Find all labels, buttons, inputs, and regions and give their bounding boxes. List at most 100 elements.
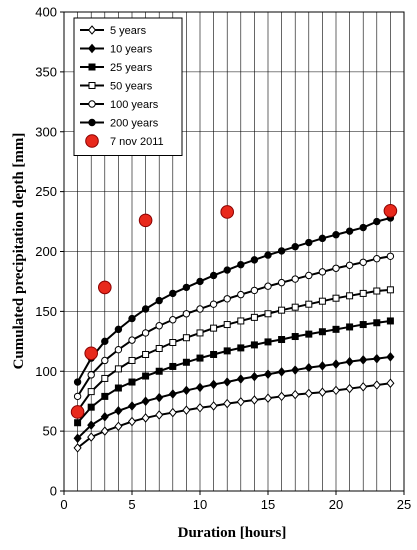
data-point	[100, 426, 109, 436]
data-point	[237, 344, 245, 352]
data-point	[291, 389, 300, 400]
data-point	[114, 405, 123, 416]
data-point	[87, 403, 95, 411]
data-point	[155, 344, 163, 352]
data-point	[141, 305, 150, 313]
data-point	[291, 275, 299, 283]
data-point	[359, 289, 367, 297]
data-point	[236, 374, 245, 384]
legend-item: 100 years	[80, 99, 159, 111]
data-point	[114, 365, 122, 373]
data-point	[114, 384, 122, 392]
data-point	[155, 367, 163, 375]
y-axis-title: Cumulated precipitation depth [mm]	[11, 133, 27, 370]
data-point	[223, 266, 231, 274]
data-point	[74, 419, 82, 427]
data-point	[373, 254, 381, 263]
data-point	[73, 433, 82, 444]
data-point	[196, 277, 204, 286]
y-tick-label: 0	[50, 484, 57, 499]
data-point	[128, 314, 136, 323]
series-layer	[70, 203, 398, 453]
data-point	[332, 264, 340, 272]
legend-item: 5 years	[80, 25, 147, 37]
data-point	[223, 398, 232, 409]
data-point	[128, 356, 136, 364]
data-point	[100, 411, 109, 422]
data-point	[332, 231, 340, 239]
legend-marker	[85, 134, 99, 148]
data-point	[318, 234, 327, 243]
legend-label: 7 nov 2011	[110, 136, 164, 148]
data-point	[87, 371, 95, 379]
data-point	[304, 388, 313, 399]
data-point	[359, 258, 367, 266]
data-point	[263, 369, 273, 380]
data-point	[209, 379, 218, 390]
data-point	[182, 334, 190, 342]
data-point	[291, 303, 299, 311]
legend-label: 50 years	[110, 81, 153, 93]
data-point	[73, 392, 82, 401]
data-point	[318, 297, 326, 305]
data-point	[305, 271, 313, 280]
data-point	[383, 203, 398, 218]
x-tick-label: 0	[60, 497, 67, 512]
data-point	[87, 420, 96, 430]
data-point	[318, 328, 326, 336]
data-point	[87, 432, 96, 442]
y-tick-label: 300	[35, 124, 57, 139]
x-tick-label: 25	[397, 497, 411, 512]
data-point	[386, 252, 395, 260]
data-point	[155, 322, 163, 330]
data-point	[345, 227, 354, 235]
legend-label: 200 years	[110, 118, 159, 130]
y-tick-label: 200	[35, 244, 57, 259]
data-point	[114, 421, 123, 432]
data-point	[220, 205, 234, 219]
data-point	[182, 310, 191, 318]
legend-marker	[88, 100, 96, 108]
data-point	[237, 260, 245, 269]
data-point	[168, 389, 177, 399]
legend-item: 200 years	[80, 118, 159, 130]
data-point	[263, 393, 273, 403]
legend-label: 5 years	[110, 25, 147, 37]
data-point	[373, 217, 381, 226]
legend-item: 50 years	[80, 81, 153, 93]
legend-marker	[87, 25, 97, 35]
data-point	[169, 316, 177, 324]
data-point	[73, 443, 82, 453]
data-point	[359, 355, 368, 365]
data-point	[182, 283, 191, 292]
series-10-years	[73, 352, 395, 444]
y-tick-label: 100	[35, 364, 57, 379]
data-point	[373, 319, 381, 327]
y-tick-label: 150	[35, 304, 57, 319]
legend-item: 7 nov 2011	[85, 134, 164, 148]
data-point	[304, 362, 313, 373]
series-25-years	[74, 317, 394, 427]
legend-label: 25 years	[110, 62, 153, 74]
legend-label: 100 years	[110, 99, 159, 111]
data-point	[359, 321, 367, 329]
data-point	[386, 352, 395, 362]
data-point	[223, 295, 231, 303]
data-point	[264, 310, 272, 318]
data-point	[250, 286, 259, 295]
x-tick-label: 15	[261, 497, 275, 512]
data-point	[291, 365, 300, 375]
data-point	[155, 410, 164, 420]
data-point	[305, 330, 313, 338]
data-point	[155, 296, 163, 305]
data-point	[277, 367, 286, 377]
data-point	[138, 213, 153, 228]
x-tick-label: 20	[329, 497, 343, 512]
data-point	[291, 243, 299, 251]
data-point	[141, 396, 150, 406]
data-point	[142, 350, 150, 358]
data-point	[87, 388, 95, 396]
